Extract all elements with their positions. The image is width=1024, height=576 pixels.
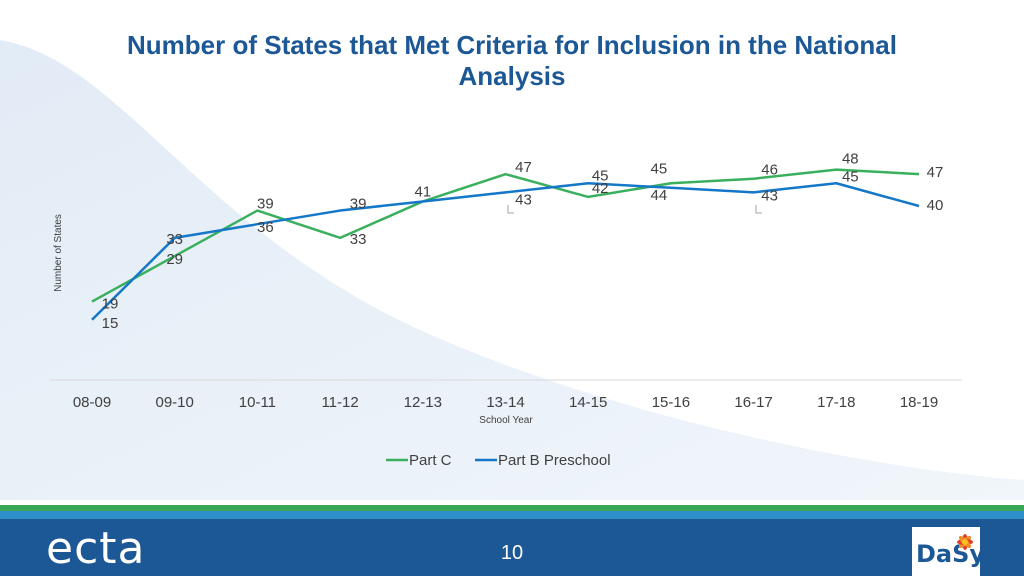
series-line-part-b xyxy=(91,182,920,321)
footer-stripe-teal xyxy=(0,511,1024,519)
x-tick-label: 18-19 xyxy=(900,394,938,411)
data-label: 33 xyxy=(166,231,183,248)
page-number: 10 xyxy=(500,542,524,564)
leader-line xyxy=(507,205,514,214)
y-axis-title: Number of States xyxy=(53,214,64,292)
data-label: 45 xyxy=(842,168,859,185)
legend-label: Part B Preschool xyxy=(498,452,611,469)
ecta-logo: ecta xyxy=(46,523,146,574)
x-tick-label: 16-17 xyxy=(734,394,772,411)
data-label: 44 xyxy=(651,187,668,204)
flower-icon xyxy=(957,534,973,550)
x-tick-label: 10-11 xyxy=(239,394,276,411)
dasy-logo: DaSy xyxy=(912,527,985,576)
x-tick-label: 11-12 xyxy=(321,394,358,411)
footer-bar xyxy=(0,519,1024,576)
series-line-part-c xyxy=(91,168,920,303)
data-label: 36 xyxy=(257,219,274,236)
x-tick-label: 13-14 xyxy=(486,394,524,411)
data-label: 47 xyxy=(515,159,532,176)
data-label: 45 xyxy=(651,160,668,177)
line-chart: 08-09 09-10 10-11 11-12 12-13 13-14 14-15 15-16… xyxy=(50,151,962,469)
x-tick-label: 12-13 xyxy=(404,394,442,411)
data-label: 40 xyxy=(927,197,944,214)
data-label: 39 xyxy=(350,196,367,213)
x-tick-label: 14-15 xyxy=(569,394,607,411)
x-axis-title: School Year xyxy=(479,415,533,426)
data-label: 19 xyxy=(102,296,119,313)
background-swoosh xyxy=(0,40,1024,500)
data-label: 29 xyxy=(166,251,183,268)
data-label: 45 xyxy=(592,167,609,184)
chart-title: Number of States that Met Criteria for I… xyxy=(127,30,897,91)
x-tick-label: 09-10 xyxy=(156,394,194,411)
data-label: 43 xyxy=(515,191,532,208)
data-label: 41 xyxy=(414,183,431,200)
data-label: 39 xyxy=(257,196,274,213)
x-tick-label: 15-16 xyxy=(652,394,690,411)
data-label: 48 xyxy=(842,151,859,168)
data-label: 46 xyxy=(761,162,778,179)
leader-line xyxy=(755,205,762,214)
legend-label: Part C xyxy=(409,452,452,469)
data-label: 33 xyxy=(350,231,367,248)
x-tick-label: 17-18 xyxy=(817,394,855,411)
dasy-logo-text: DaSy xyxy=(916,540,986,568)
data-label: 43 xyxy=(761,187,778,204)
data-label: 47 xyxy=(927,164,944,181)
data-label: 15 xyxy=(102,315,119,332)
data-label: 42 xyxy=(592,180,609,197)
footer-stripe-green xyxy=(0,505,1024,511)
x-tick-label: 08-09 xyxy=(73,394,111,411)
